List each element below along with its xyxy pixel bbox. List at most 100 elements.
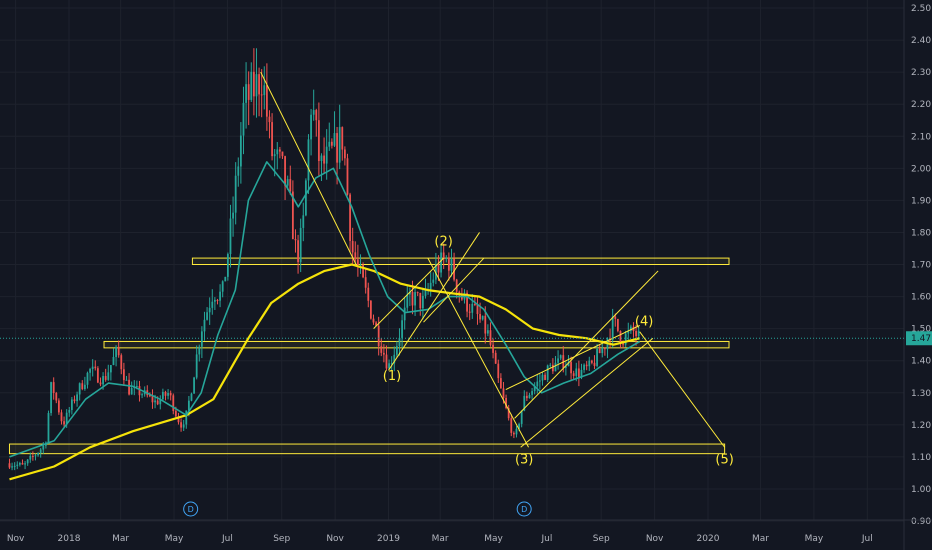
candle-body bbox=[247, 84, 250, 100]
candle-body bbox=[120, 355, 123, 370]
moving-averages bbox=[9, 161, 641, 481]
candle-body bbox=[278, 149, 281, 152]
dividend-marker[interactable] bbox=[183, 501, 199, 517]
candle-body bbox=[523, 395, 526, 411]
candle-body bbox=[252, 71, 255, 97]
candle-body bbox=[151, 395, 154, 403]
candle-body bbox=[174, 410, 177, 417]
x-tick-label: Jul bbox=[861, 534, 873, 544]
candle-body bbox=[476, 304, 479, 315]
slow-moving-average-line bbox=[9, 263, 640, 481]
candle-body bbox=[239, 135, 242, 167]
candle-body bbox=[432, 279, 435, 283]
trendline bbox=[639, 331, 726, 448]
candle-body bbox=[388, 363, 390, 369]
candle-body bbox=[336, 133, 338, 163]
candle-body bbox=[367, 287, 370, 301]
candle-body bbox=[203, 319, 206, 332]
candle-body bbox=[102, 376, 104, 385]
y-tick-label: 2.30 bbox=[911, 68, 931, 78]
candle-body bbox=[398, 337, 401, 347]
candle-body bbox=[195, 354, 198, 378]
dividend-marker-label: D bbox=[521, 505, 527, 514]
candle-body bbox=[341, 127, 344, 150]
candle-body bbox=[52, 382, 55, 394]
candle-body bbox=[440, 252, 442, 273]
candle-body bbox=[198, 346, 201, 355]
candle-body bbox=[544, 374, 546, 380]
candle-body bbox=[380, 346, 383, 353]
candle-body bbox=[518, 423, 520, 429]
candle-body bbox=[637, 330, 640, 337]
candle-body bbox=[351, 240, 354, 253]
dividend-marker[interactable] bbox=[516, 501, 532, 517]
candle-body bbox=[603, 347, 606, 350]
candle-body bbox=[442, 252, 445, 260]
candle-body bbox=[156, 400, 159, 405]
candle-body bbox=[323, 155, 325, 164]
candle-body bbox=[148, 395, 151, 397]
candle-body bbox=[583, 364, 585, 370]
candle-body bbox=[216, 299, 219, 301]
candle-body bbox=[549, 364, 552, 366]
candle-body bbox=[26, 459, 29, 464]
candle-body bbox=[538, 380, 541, 382]
x-tick-label: Nov bbox=[646, 534, 664, 544]
candle-body bbox=[601, 347, 604, 354]
candle-body bbox=[580, 369, 583, 378]
candle-body bbox=[455, 279, 458, 292]
candle-body bbox=[445, 257, 448, 260]
candle-body bbox=[65, 412, 68, 425]
y-tick-label: 1.10 bbox=[911, 453, 931, 463]
trendline bbox=[505, 324, 640, 390]
last-price-tag bbox=[906, 331, 932, 346]
y-tick-label: 0.90 bbox=[911, 517, 931, 527]
candle-body bbox=[122, 369, 125, 381]
candle-body bbox=[185, 410, 188, 425]
candle-body bbox=[130, 388, 133, 395]
candle-body bbox=[346, 158, 349, 195]
candle-body bbox=[112, 356, 115, 366]
x-tick-label: Nov bbox=[326, 534, 344, 544]
wave-label: (1) bbox=[383, 369, 401, 384]
candle-body bbox=[567, 362, 570, 367]
y-tick-label: 1.70 bbox=[911, 261, 931, 271]
candle-body bbox=[525, 395, 528, 399]
y-tick-label: 1.20 bbox=[911, 421, 931, 431]
candle-body bbox=[385, 354, 388, 369]
candle-body bbox=[89, 369, 91, 373]
candle-body bbox=[291, 191, 294, 240]
candle-body bbox=[320, 155, 323, 161]
candle-body bbox=[419, 293, 422, 309]
candle-body bbox=[466, 292, 468, 312]
candle-body bbox=[515, 428, 518, 435]
candle-body bbox=[406, 294, 409, 308]
x-tick-label: Jul bbox=[541, 534, 553, 544]
candle-body bbox=[572, 373, 575, 376]
candle-body bbox=[31, 455, 34, 457]
trendline bbox=[260, 71, 357, 265]
candle-body bbox=[24, 463, 26, 465]
candle-body bbox=[619, 330, 622, 343]
candle-body bbox=[614, 316, 617, 319]
candle-body bbox=[559, 355, 562, 359]
candle-body bbox=[232, 212, 234, 219]
candle-body bbox=[505, 397, 507, 408]
candle-body bbox=[377, 325, 380, 347]
candle-body bbox=[107, 372, 110, 380]
candle-body bbox=[596, 348, 598, 366]
candle-body bbox=[489, 330, 492, 345]
candle-body bbox=[554, 362, 557, 372]
candle-body bbox=[481, 315, 484, 320]
candle-body bbox=[575, 368, 578, 376]
candle-body bbox=[531, 391, 533, 395]
candle-body bbox=[180, 422, 182, 428]
wave-labels: (1) (2) (3) (4) (5) bbox=[383, 234, 734, 467]
candle-body bbox=[333, 133, 336, 146]
candle-body bbox=[479, 314, 481, 320]
candle-body bbox=[551, 364, 554, 372]
candle-body bbox=[557, 358, 559, 363]
